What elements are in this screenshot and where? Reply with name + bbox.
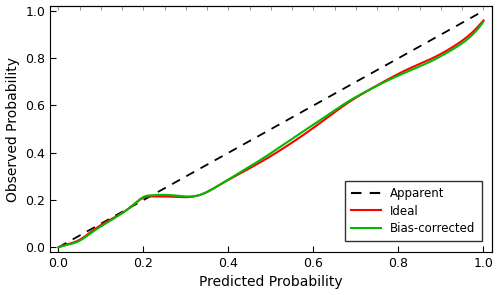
X-axis label: Predicted Probability: Predicted Probability — [199, 276, 343, 289]
Y-axis label: Observed Probability: Observed Probability — [6, 57, 20, 201]
Legend: Apparent, Ideal, Bias-corrected: Apparent, Ideal, Bias-corrected — [346, 181, 482, 241]
